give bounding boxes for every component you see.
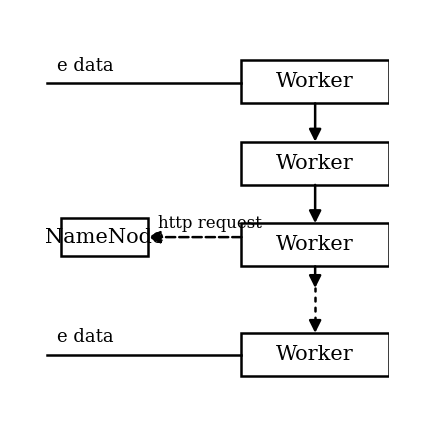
Bar: [241, 60, 389, 103]
Text: NameNode: NameNode: [44, 228, 164, 247]
Text: e data: e data: [57, 57, 114, 75]
Text: Worker: Worker: [276, 154, 354, 173]
Bar: [241, 223, 389, 267]
Text: Worker: Worker: [276, 72, 354, 91]
Text: Worker: Worker: [276, 235, 354, 254]
Text: http request: http request: [158, 215, 262, 232]
Text: Worker: Worker: [276, 345, 354, 364]
Text: e data: e data: [57, 328, 114, 346]
Bar: [241, 142, 389, 185]
Bar: [241, 333, 389, 376]
Bar: [60, 218, 148, 257]
